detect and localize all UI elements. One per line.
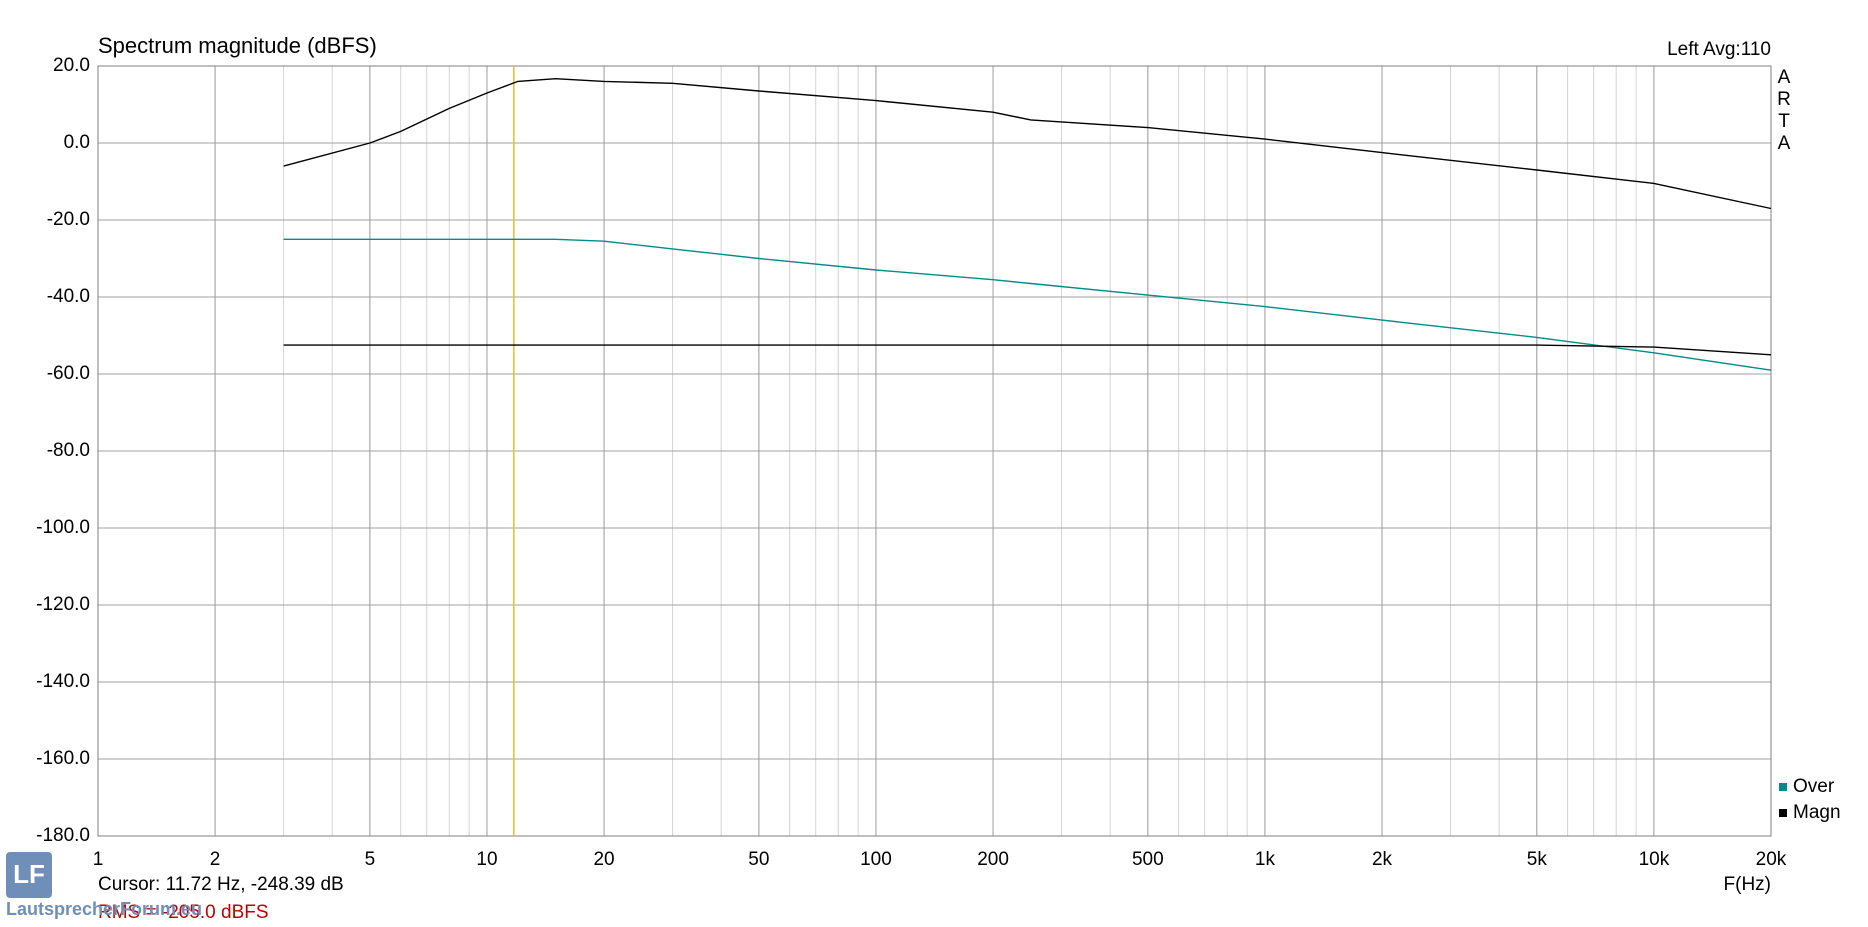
series-line <box>283 77 1772 210</box>
y-tick-label: -120.0 <box>36 594 90 615</box>
chart-title: Spectrum magnitude (dBFS) <box>98 33 377 58</box>
watermark: LF LautsprecherForum.eu <box>6 852 202 919</box>
legend-swatch <box>1779 783 1787 791</box>
y-tick-label: -40.0 <box>47 286 90 307</box>
x-tick-label: 1k <box>1255 849 1276 870</box>
y-tick-label: -180.0 <box>36 825 90 846</box>
x-tick-label: 1 <box>93 849 104 870</box>
x-tick-label: 50 <box>748 849 769 870</box>
plot-frame <box>97 65 1772 837</box>
y-tick-label: -20.0 <box>47 209 90 230</box>
x-tick-label: 500 <box>1132 849 1164 870</box>
brand-letter: A <box>1778 133 1791 154</box>
rms-readout: RMS = -205.0 dBFS <box>98 902 269 923</box>
y-tick-label: 0.0 <box>64 132 90 153</box>
channel-info: Left Avg:110 <box>1667 39 1771 60</box>
x-tick-label: 10 <box>476 849 497 870</box>
logo <box>6 852 52 898</box>
y-tick-label: -160.0 <box>36 748 90 769</box>
x-tick-label: 2 <box>210 849 221 870</box>
x-tick-label: 20k <box>1756 849 1787 870</box>
watermark-text: LautsprecherForum.eu <box>6 899 202 919</box>
y-tick-label: -80.0 <box>47 440 90 461</box>
x-tick-label: 20 <box>593 849 614 870</box>
brand-letter: R <box>1777 89 1791 110</box>
legend-label: Magn <box>1793 802 1841 823</box>
x-tick-label: 5k <box>1527 849 1548 870</box>
x-tick-label: 100 <box>860 849 892 870</box>
legend-label: Over <box>1793 776 1835 797</box>
series-line <box>283 344 1772 356</box>
series-line <box>283 238 1772 371</box>
brand-letter: A <box>1778 67 1791 88</box>
x-tick-label: 200 <box>977 849 1009 870</box>
x-tick-label: 5 <box>365 849 376 870</box>
y-tick-label: -140.0 <box>36 671 90 692</box>
y-tick-label: -100.0 <box>36 517 90 538</box>
x-axis-label: F(Hz) <box>1724 874 1771 895</box>
y-tick-label: -60.0 <box>47 363 90 384</box>
x-tick-label: 10k <box>1639 849 1670 870</box>
x-tick-label: 2k <box>1372 849 1393 870</box>
brand-letter: T <box>1778 111 1790 132</box>
legend-swatch <box>1779 809 1787 817</box>
y-tick-label: 20.0 <box>53 55 90 76</box>
logo-mark: LF <box>13 859 45 889</box>
cursor-readout: Cursor: 11.72 Hz, -248.39 dB <box>98 874 344 895</box>
